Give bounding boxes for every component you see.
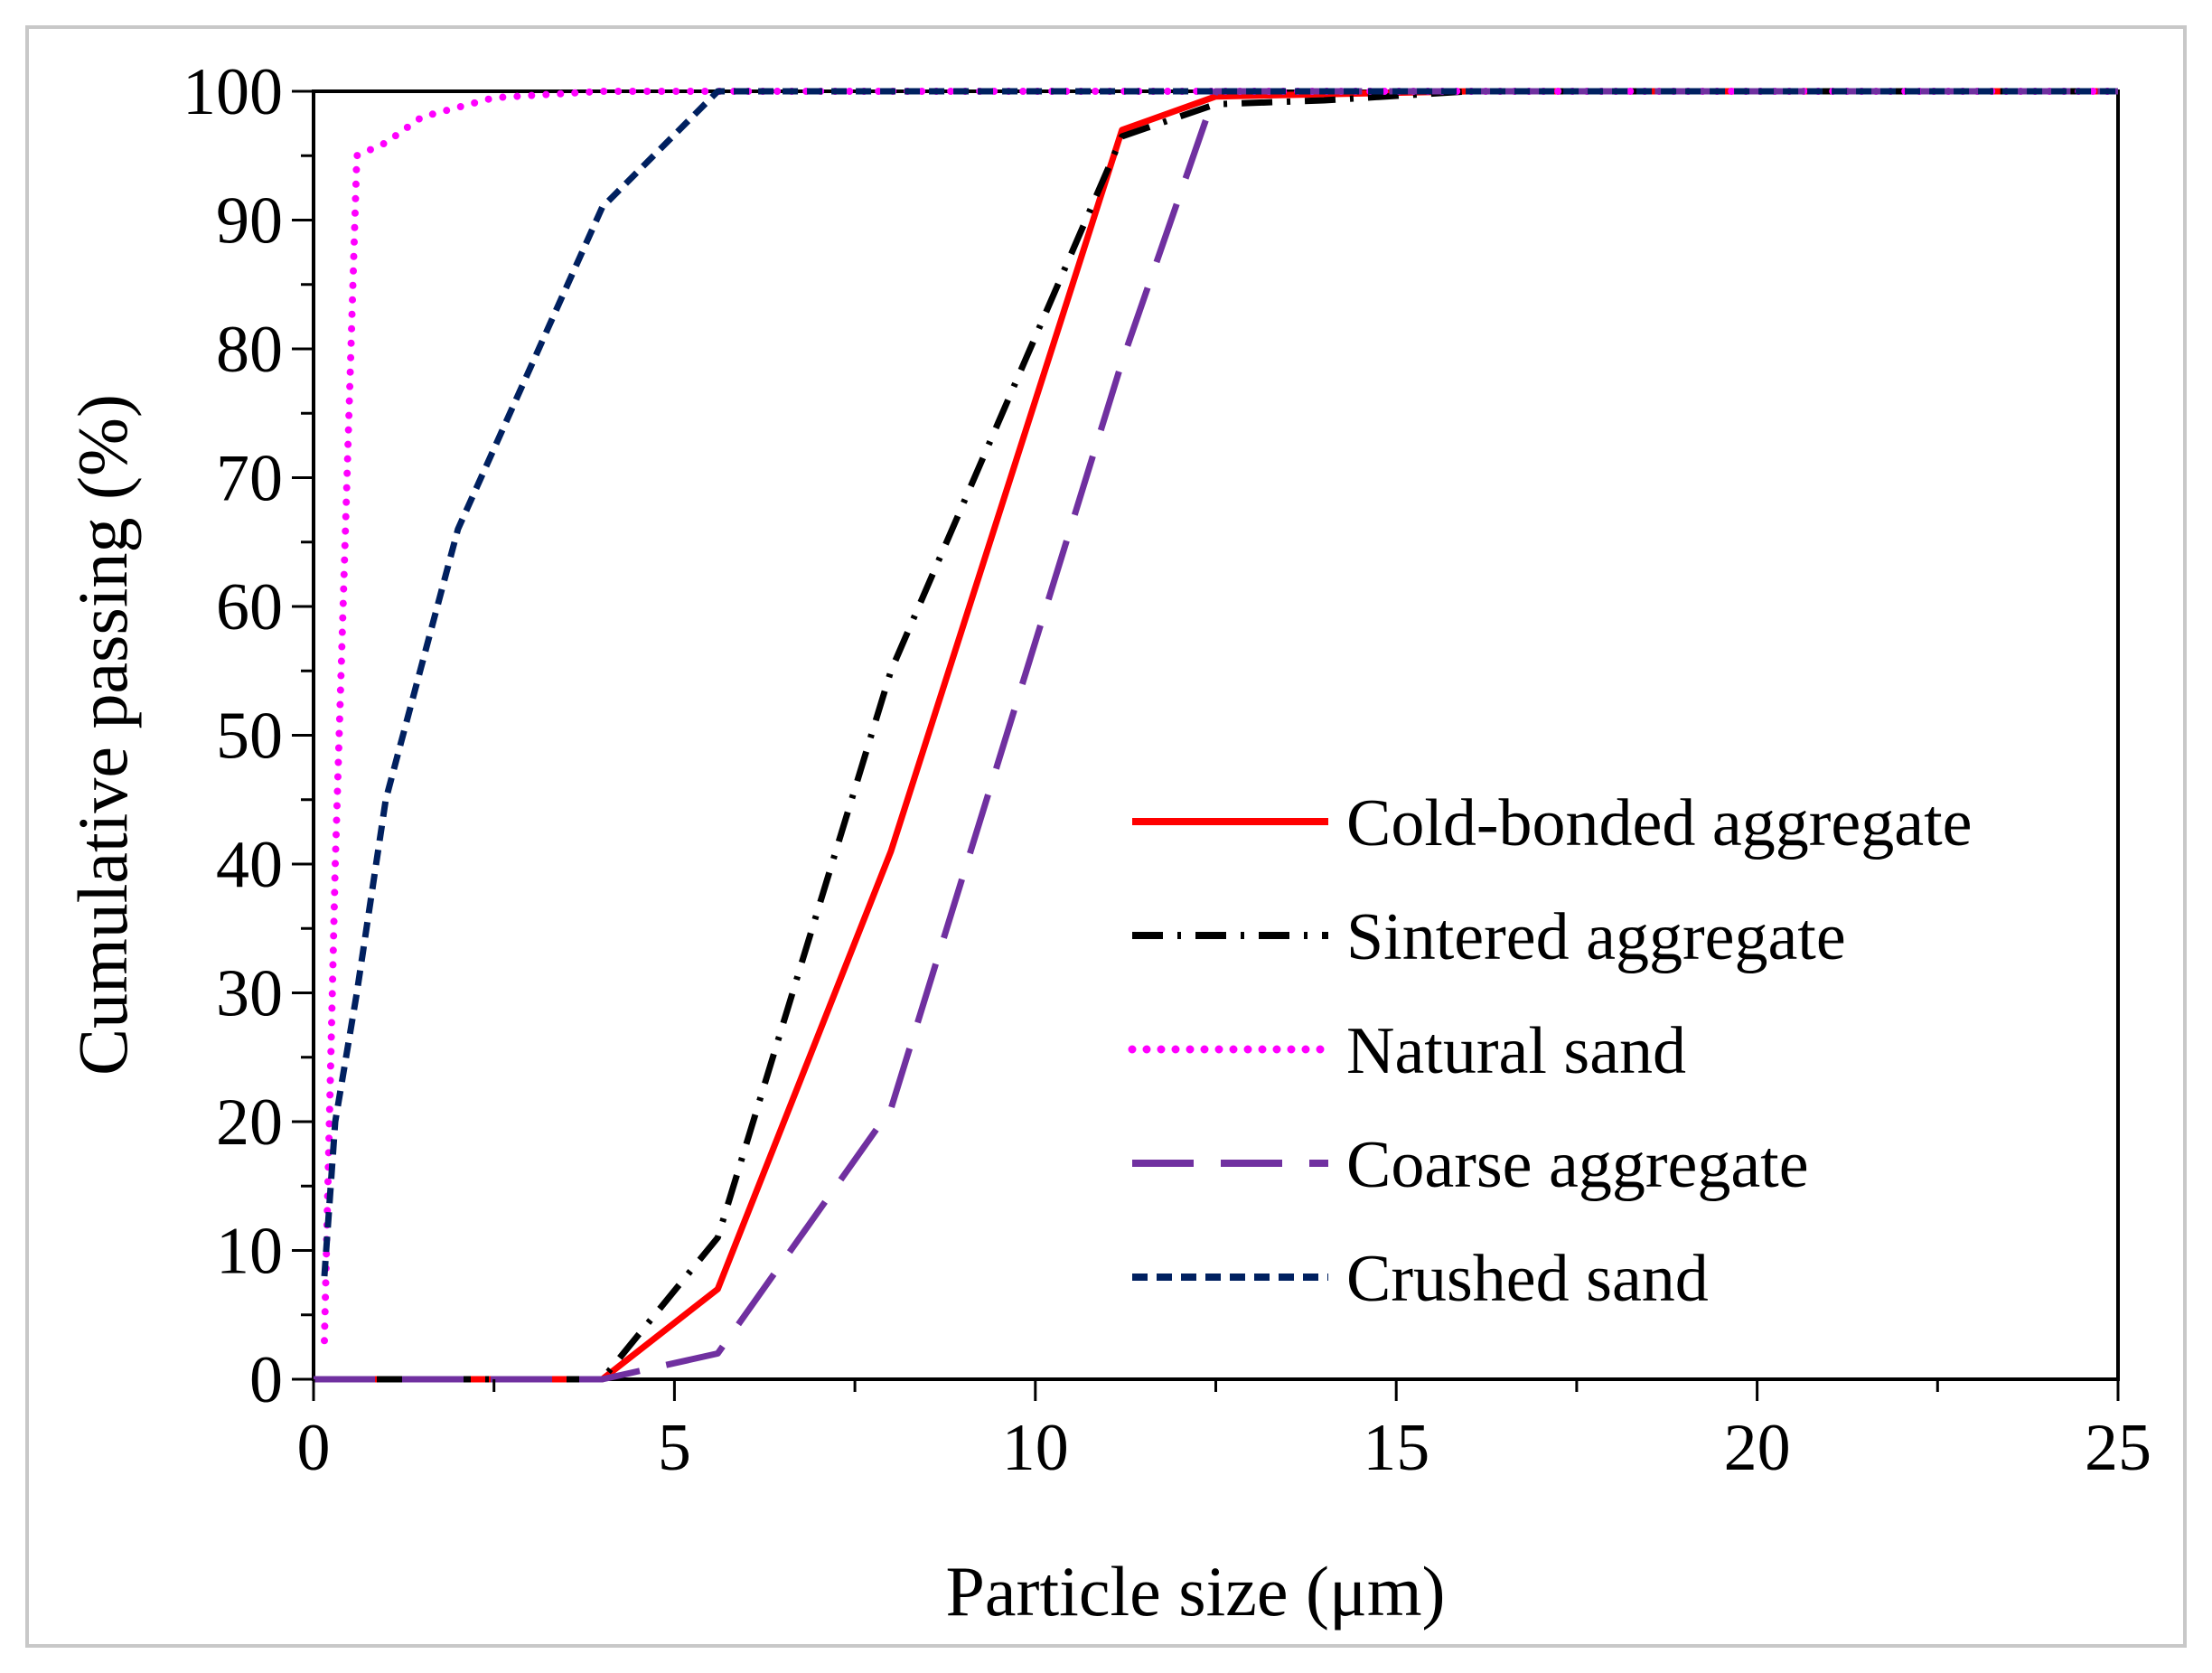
legend-entry-label: Crushed sand xyxy=(1346,1242,1709,1316)
plot-area xyxy=(312,89,2120,1381)
y-tick-label: 10 xyxy=(216,1215,283,1289)
legend: Cold-bonded aggregate Sintered aggregate N… xyxy=(1128,786,1973,1316)
y-tick-label: 20 xyxy=(216,1086,283,1160)
legend-entry-label: Cold-bonded aggregate xyxy=(1346,786,1973,860)
y-tick-label: 50 xyxy=(216,700,283,774)
x-tick-label: 5 xyxy=(658,1411,691,1485)
legend-entry-label: Sintered aggregate xyxy=(1346,900,1846,974)
y-tick-label: 70 xyxy=(216,442,283,516)
x-axis-label: Particle size (μm) xyxy=(946,1552,1446,1631)
x-tick-label: 0 xyxy=(297,1411,331,1485)
x-tick-label: 15 xyxy=(1363,1411,1429,1485)
y-tick-label: 60 xyxy=(216,570,283,644)
x-tick-label: 20 xyxy=(1724,1411,1791,1485)
y-axis-label: Cumulative passing (%) xyxy=(63,394,142,1076)
y-tick-label: 90 xyxy=(216,184,283,258)
x-tick-label: 25 xyxy=(2085,1411,2151,1485)
y-tick-label: 100 xyxy=(183,55,283,129)
series-line-3 xyxy=(321,88,2122,1345)
x-tick-label: 10 xyxy=(1002,1411,1069,1485)
y-tick-label: 0 xyxy=(249,1343,283,1417)
legend-entry-label: Coarse aggregate xyxy=(1346,1128,1809,1202)
legend-entry-label: Natural sand xyxy=(1346,1014,1686,1088)
series-layer xyxy=(314,88,2122,1383)
series-line-5 xyxy=(321,88,2118,1277)
y-tick-label: 40 xyxy=(216,828,283,902)
y-tick-label: 30 xyxy=(216,957,283,1031)
axis-layer: 0 5 10 15 20 25 0 10 20 30 40 50 60 70 80 90 100 xyxy=(183,55,2151,1485)
y-tick-label: 80 xyxy=(216,313,283,387)
